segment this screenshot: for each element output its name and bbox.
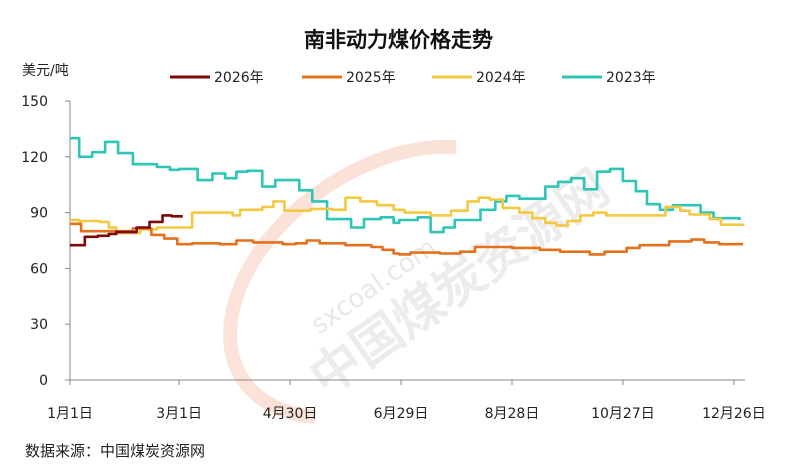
data-source: 数据来源：中国煤炭资源网	[25, 442, 206, 460]
series-line-2026年	[70, 214, 183, 247]
y-tick-label: 120	[21, 150, 48, 166]
y-tick-label: 30	[30, 317, 48, 333]
legend-label: 2024年	[476, 70, 526, 86]
series-line-2025年	[70, 222, 744, 256]
chart-title: 南非动力煤价格走势	[304, 28, 493, 52]
legend-label: 2023年	[606, 70, 656, 86]
series-line-2024年	[70, 196, 745, 235]
x-tick-label: 4月30日	[263, 406, 318, 422]
legend-label: 2026年	[214, 70, 264, 86]
x-tick-label: 12月26日	[702, 406, 766, 422]
x-tick-label: 3月1日	[156, 406, 202, 422]
y-tick-label: 150	[21, 94, 48, 110]
x-tick-label: 8月28日	[485, 406, 540, 422]
y-axis-unit: 美元/吨	[22, 63, 69, 79]
y-tick-label: 90	[30, 206, 48, 222]
x-tick-label: 6月29日	[374, 406, 429, 422]
watermark-arc	[223, 139, 457, 424]
x-tick-label: 1月1日	[47, 406, 93, 422]
watermark-name: 中国煤炭资源网	[299, 159, 619, 407]
series-line-2023年	[70, 136, 741, 234]
x-tick-label: 10月27日	[591, 406, 655, 422]
y-tick-label: 0	[39, 373, 48, 389]
legend-label: 2025年	[346, 70, 396, 86]
y-tick-label: 60	[30, 261, 48, 277]
